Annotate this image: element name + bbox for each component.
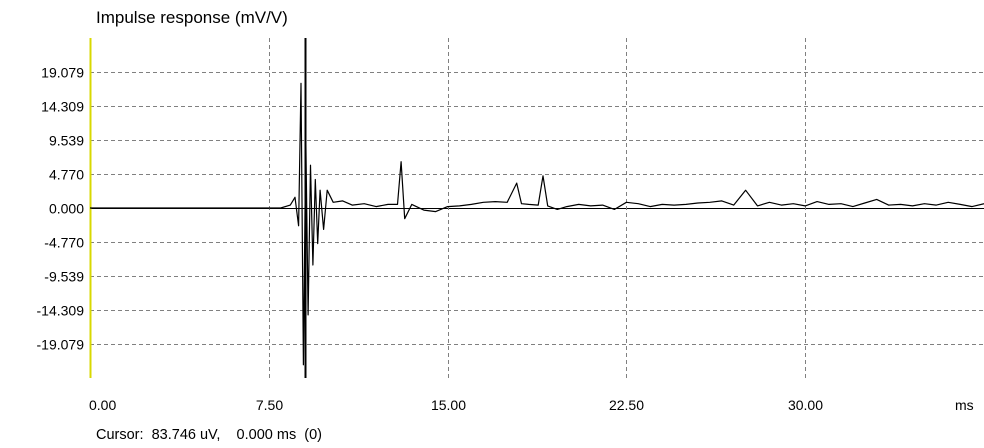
cursor-readout: Cursor: 83.746 uV, 0.000 ms (0) xyxy=(96,427,322,443)
y-tick-label: 9.539 xyxy=(49,133,84,149)
series-layer xyxy=(90,82,984,366)
y-tick-label: 14.309 xyxy=(41,99,84,115)
x-unit-label: ms xyxy=(955,397,974,413)
x-tick-label: 7.50 xyxy=(256,397,283,413)
y-tick-label: 4.770 xyxy=(49,167,84,183)
y-tick-labels: 19.079 14.309 9.539 4.770 0.000 -4.770 -9.539 -… xyxy=(37,65,85,353)
cursor-time: 0.000 ms (0) xyxy=(236,427,322,443)
y-tick-label: -19.079 xyxy=(37,337,85,353)
y-tick-label: 19.079 xyxy=(41,65,84,81)
x-tick-labels: 0.00 7.50 15.00 22.50 30.00 xyxy=(89,397,823,413)
y-tick-label: 0.000 xyxy=(49,201,84,217)
cursor-label: Cursor: xyxy=(96,427,144,443)
x-tick-label: 30.00 xyxy=(788,397,823,413)
x-tick-label: 22.50 xyxy=(609,397,644,413)
cursor-value: 83.746 uV, xyxy=(151,427,221,443)
y-tick-label: -4.770 xyxy=(44,235,84,251)
x-tick-label: 15.00 xyxy=(431,397,466,413)
y-tick-label: -9.539 xyxy=(44,269,84,285)
chart-title: Impulse response (mV/V) xyxy=(96,8,288,27)
x-tick-label: 0.00 xyxy=(89,397,116,413)
y-tick-label: -14.309 xyxy=(37,303,85,319)
impulse-series-line xyxy=(90,82,984,366)
grid-lines xyxy=(90,38,984,378)
